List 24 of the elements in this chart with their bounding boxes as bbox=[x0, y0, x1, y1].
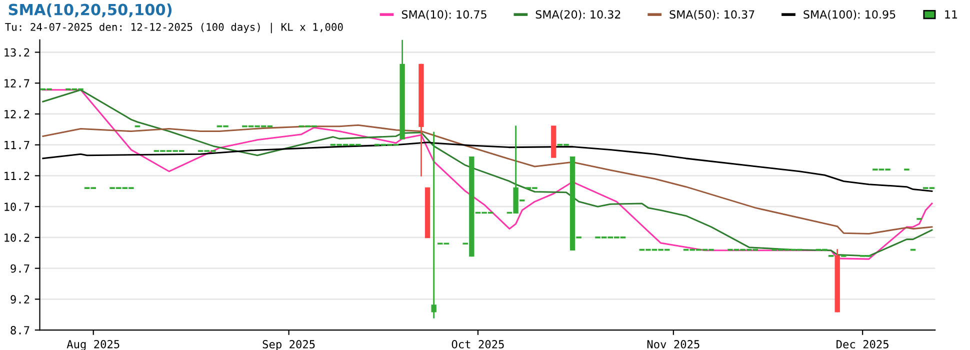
chart-subtitle: Tu: 24-07-2025 den: 12-12-2025 (100 days) | KL x 1,000 bbox=[5, 22, 343, 34]
candlestick bbox=[551, 126, 556, 158]
x-tick-label: Oct 2025 bbox=[452, 340, 504, 348]
candlestick bbox=[431, 132, 436, 318]
y-tick-label: 9.2 bbox=[10, 295, 30, 304]
y-tick-label: 10.2 bbox=[4, 233, 30, 242]
line-series bbox=[42, 124, 933, 235]
y-tick-label: 8.7 bbox=[10, 326, 30, 334]
y-tick-label: 13.2 bbox=[4, 48, 30, 57]
chart-title: SMA(10,20,50,100) bbox=[8, 4, 172, 18]
legend-label: SMA(20): 10.32 bbox=[536, 10, 620, 20]
y-tick-label: 11.7 bbox=[4, 141, 30, 150]
y-tick-label: 11.2 bbox=[4, 172, 30, 180]
legend-label: 11 bbox=[945, 10, 958, 18]
x-tick-label: Nov 2025 bbox=[647, 340, 700, 348]
x-tick-label: Dec 2025 bbox=[836, 340, 888, 348]
y-tick-label: 12.7 bbox=[4, 79, 30, 88]
legend-label: SMA(10): 10.75 bbox=[402, 10, 486, 20]
legend-label: SMA(50): 10.37 bbox=[670, 10, 754, 20]
y-tick-label: 12.2 bbox=[4, 110, 30, 118]
candlestick bbox=[424, 187, 430, 238]
legend-label: SMA(100): 10.95 bbox=[804, 10, 896, 20]
y-tick-label: 9.7 bbox=[10, 264, 30, 273]
y-tick-label: 10.7 bbox=[4, 202, 30, 211]
